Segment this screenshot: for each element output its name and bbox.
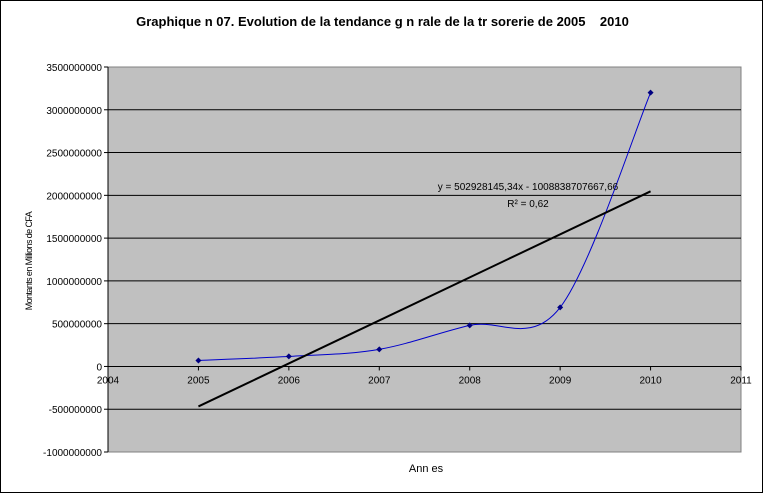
y-axis-label: Montants en Millions de CFA <box>24 211 34 311</box>
y-tick-label: 3500000000 <box>46 63 102 74</box>
y-tick-label: 2000000000 <box>46 191 102 202</box>
trendline-r2: R² = 0,62 <box>507 199 549 210</box>
data-point-marker <box>285 353 292 360</box>
x-tick-label: 2011 <box>730 375 752 386</box>
y-tick-label: 500000000 <box>52 320 102 331</box>
trendline <box>197 190 652 408</box>
data-point-marker <box>557 304 564 311</box>
y-tick-label: 0 <box>96 362 102 373</box>
trendline-equation: y = 502928145,34x - 1008838707667,66 <box>438 182 619 193</box>
y-tick-label: 1000000000 <box>46 277 102 288</box>
x-tick-label: 2005 <box>187 375 210 386</box>
x-tick-label: 2008 <box>459 375 482 386</box>
x-tick-label: 2004 <box>97 375 120 386</box>
x-axis-label: Ann es <box>408 463 444 475</box>
x-tick-label: 2010 <box>639 375 662 386</box>
y-tick-label: 2500000000 <box>46 149 102 160</box>
x-tick-label: 2009 <box>549 375 572 386</box>
chart-title: Graphique n 07. Evolution de la tendance… <box>136 14 629 29</box>
data-point-marker <box>647 89 654 96</box>
y-tick-label: -1000000000 <box>43 448 102 459</box>
plot-area <box>107 66 742 453</box>
y-tick-label: 1500000000 <box>46 234 102 245</box>
x-tick-label: 2007 <box>368 375 391 386</box>
y-tick-label: 3000000000 <box>46 106 102 117</box>
x-tick-label: 2006 <box>278 375 301 386</box>
data-point-marker <box>466 322 473 329</box>
data-point-marker <box>195 357 202 364</box>
data-point-marker <box>376 346 383 353</box>
y-tick-label: -500000000 <box>49 405 103 416</box>
